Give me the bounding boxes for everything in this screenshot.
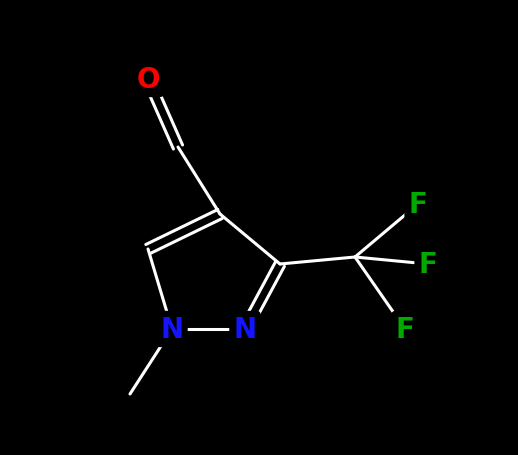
Text: N: N: [234, 315, 256, 343]
Text: F: F: [396, 315, 414, 343]
Text: O: O: [136, 66, 160, 94]
Text: N: N: [161, 315, 183, 343]
Text: F: F: [419, 250, 437, 278]
Text: F: F: [409, 191, 427, 218]
